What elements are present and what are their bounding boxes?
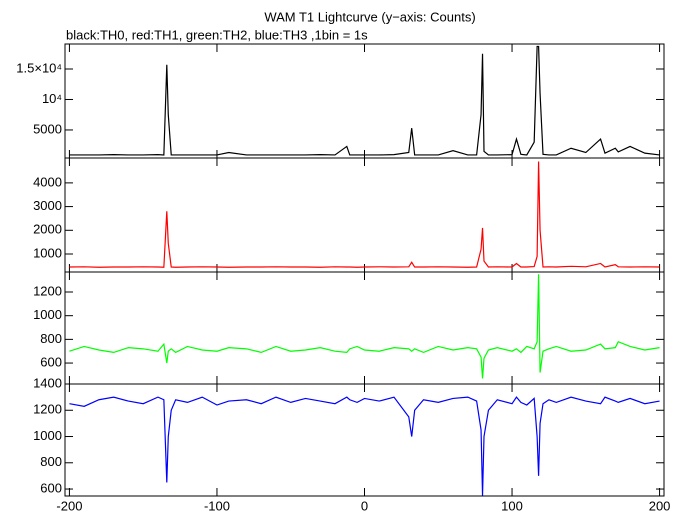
chart-subtitle: black:TH0, red:TH1, green:TH2, blue:TH3 …: [66, 27, 368, 42]
y-tick-label: 3000: [33, 198, 62, 213]
panel-frame: [64, 383, 665, 497]
x-tick-label: -200: [56, 498, 82, 513]
chart-title: WAM T1 Lightcurve (y−axis: Counts): [264, 9, 475, 24]
y-tick-label: 600: [40, 354, 62, 369]
y-tick-label: 800: [40, 331, 62, 346]
lightcurve: [69, 161, 660, 268]
y-tick-label: 800: [40, 454, 62, 469]
y-tick-label: 5000: [33, 121, 62, 136]
y-tick-label: 1200: [33, 402, 62, 417]
lightcurve: [69, 396, 660, 496]
y-tick-label: 2000: [33, 222, 62, 237]
y-tick-label: 600: [40, 480, 62, 495]
y-tick-label: 1000: [33, 428, 62, 443]
y-tick-label: 4000: [33, 174, 62, 189]
y-tick-label: 1200: [33, 283, 62, 298]
x-tick-label: 0: [361, 498, 368, 513]
x-tick-label: -100: [204, 498, 230, 513]
y-tick-label: 1000: [33, 245, 62, 260]
y-tick-label: 1.5×10⁴: [16, 60, 62, 75]
x-tick-label: 100: [501, 498, 523, 513]
y-tick-label: 1000: [33, 307, 62, 322]
panel-frame: [64, 157, 665, 273]
panel-frame: [64, 43, 665, 159]
y-tick-label: 1400: [33, 375, 62, 390]
panel-frame: [64, 271, 665, 385]
lightcurve: [69, 45, 660, 156]
x-tick-label: 200: [649, 498, 671, 513]
y-tick-label: 10⁴: [42, 91, 62, 106]
lightcurve: [69, 274, 660, 379]
